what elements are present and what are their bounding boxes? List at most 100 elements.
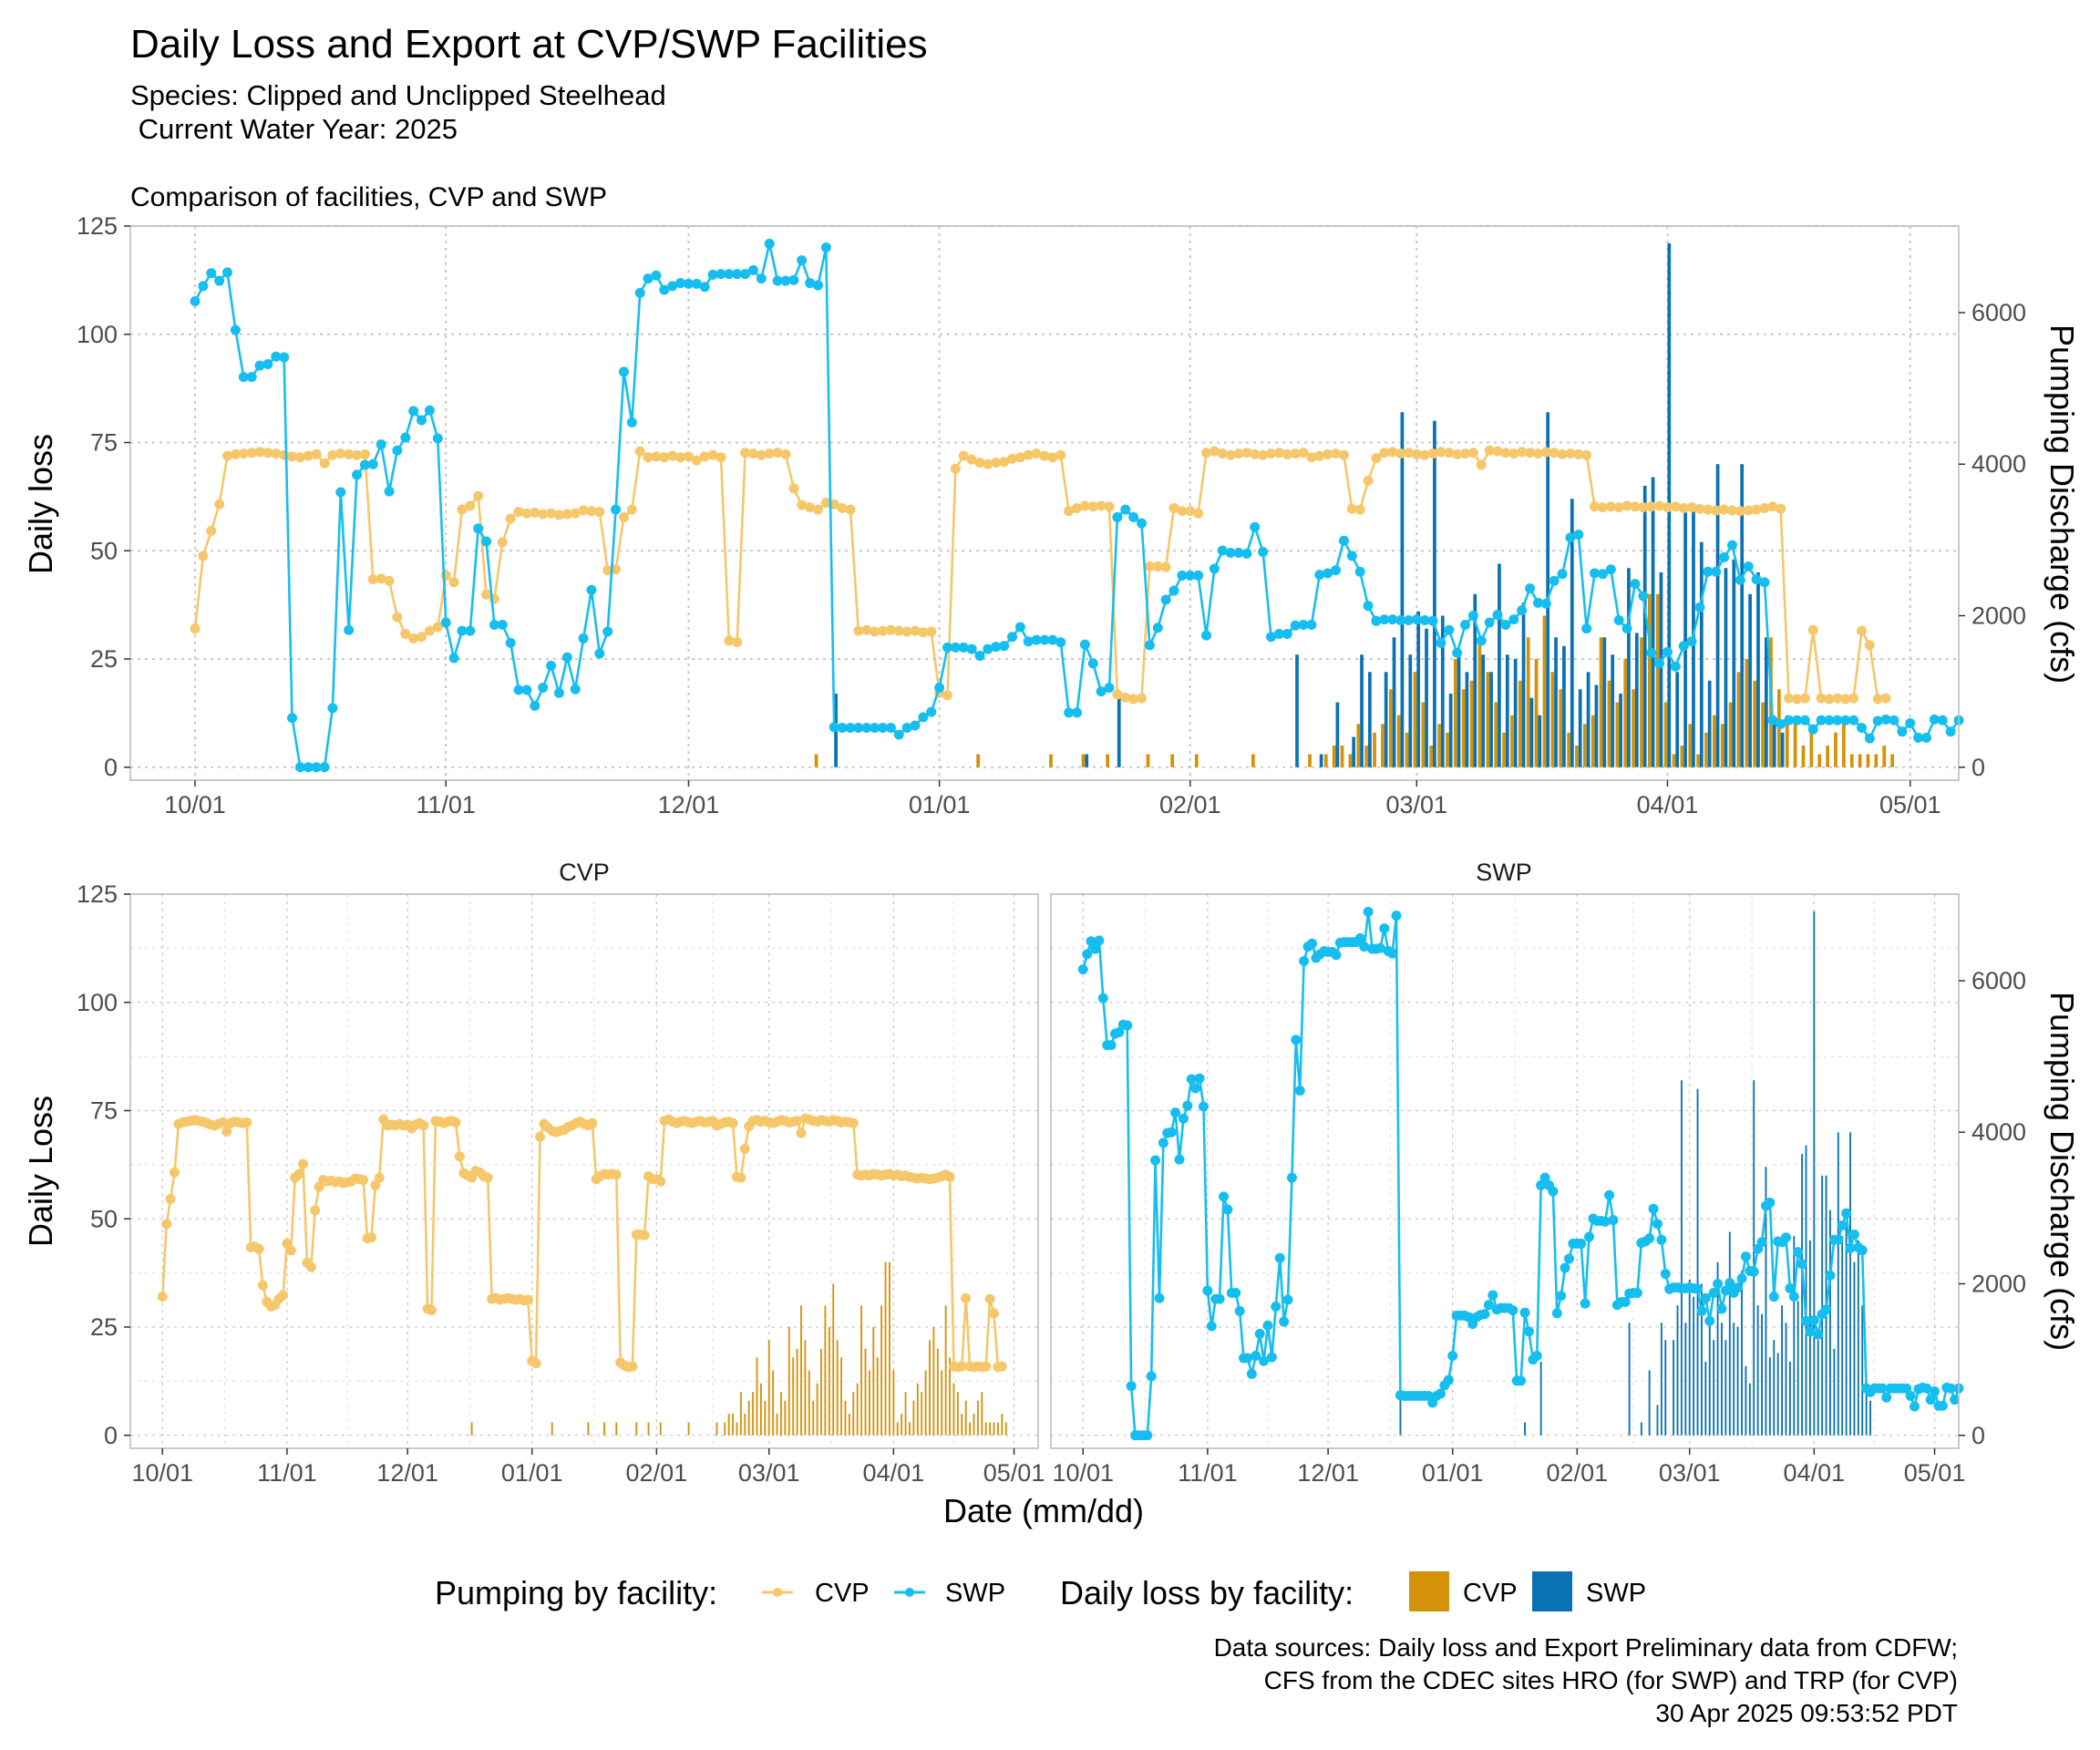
swp-pumping-point — [1720, 1285, 1731, 1296]
cvp-pumping-point — [926, 626, 937, 637]
swp-pumping-point — [319, 762, 330, 773]
swp-pumping-point — [1638, 591, 1649, 602]
x-tick-label: 03/01 — [1659, 1459, 1721, 1487]
cvp-pumping-point — [1638, 502, 1649, 513]
swp-loss-bar — [1578, 689, 1582, 767]
swp-panel: 0 2000 4000 6000 10/01 11/01 12/01 01/01 02/01 03… — [1050, 893, 2026, 1487]
swp-pumping-point — [1897, 726, 1908, 737]
cvp-pumping-point — [530, 1358, 541, 1369]
swp-pumping-point — [392, 445, 403, 456]
swp-loss-bar — [1817, 1340, 1819, 1436]
cvp-loss-bar — [832, 1283, 835, 1436]
swp-pumping-point — [1291, 1035, 1302, 1045]
swp-pumping-point — [1154, 1292, 1165, 1303]
swp-loss-bar — [1554, 637, 1558, 767]
swp-pumping-point — [1233, 547, 1244, 558]
cvp-loss-bar — [1494, 702, 1498, 767]
swp-pumping-point — [999, 641, 1010, 652]
swp-loss-bar — [1524, 1422, 1526, 1436]
cvp-pumping-point — [440, 570, 451, 581]
cvp-pumping-point — [715, 452, 726, 463]
cvp-pumping-point — [374, 1172, 385, 1183]
cvp-loss-bar — [949, 1357, 951, 1436]
cvp-pumping-point — [1403, 448, 1414, 458]
swp-pumping-point — [546, 660, 557, 671]
cvp-loss-bar — [800, 1305, 802, 1436]
swp-pumping-point — [1565, 532, 1576, 543]
swp-pumping-point — [1306, 619, 1317, 630]
swp-pumping-point — [1708, 1287, 1719, 1298]
cvp-loss-bar — [808, 1370, 810, 1436]
cvp-pumping-point — [578, 505, 589, 516]
cvp-pumping-point — [319, 458, 330, 468]
swp-pumping-point — [1006, 632, 1017, 643]
swp-loss-bar — [1841, 1236, 1844, 1436]
swp-pumping-point — [1654, 658, 1665, 669]
cvp-loss-bar — [944, 1305, 947, 1436]
swp-loss-bar — [1416, 611, 1421, 767]
cvp-pumping-point — [358, 1175, 369, 1186]
swp-pumping-point — [1120, 504, 1131, 515]
swp-pumping-point — [1686, 636, 1697, 647]
cvp-loss-bar — [727, 1414, 730, 1436]
swp-loss-bar — [1295, 654, 1299, 767]
swp-loss-bar — [1788, 1362, 1791, 1436]
swp-loss-bar — [1408, 654, 1413, 767]
cvp-pumping-point — [1743, 505, 1754, 516]
cvp-loss-bar — [1486, 672, 1490, 767]
cvp-pumping-point — [497, 537, 508, 548]
swp-pumping-point — [538, 682, 549, 693]
legend-cvp-pumping-point — [773, 1588, 782, 1597]
swp-loss-bar — [1085, 754, 1089, 767]
swp-pumping-point — [1704, 1315, 1715, 1326]
swp-pumping-point — [1584, 1231, 1595, 1242]
cvp-loss-bar — [1421, 702, 1426, 767]
cvp-loss-bar — [1582, 724, 1587, 767]
x-tick-label: 10/01 — [1052, 1459, 1114, 1487]
swp-pumping-point — [618, 366, 629, 377]
swp-pumping-point — [1306, 938, 1317, 949]
y-tick-label: 125 — [77, 212, 118, 240]
swp-pumping-point — [1576, 1238, 1587, 1249]
swp-pumping-point — [497, 619, 508, 630]
cvp-pumping-point — [675, 452, 686, 463]
cvp-loss-bar — [932, 1327, 935, 1436]
swp-pumping-point — [1411, 614, 1422, 625]
swp-loss-bar — [1732, 559, 1736, 767]
cvp-pumping-point — [1209, 446, 1220, 457]
swp-pumping-point — [417, 415, 427, 426]
cvp-pumping-point — [627, 1361, 638, 1372]
swp-pumping-point — [384, 486, 395, 497]
swp-pumping-point — [1560, 1262, 1570, 1273]
cvp-pumping-point — [1379, 448, 1390, 458]
swp-pumping-point — [1186, 1074, 1197, 1085]
swp-pumping-point — [1901, 1383, 1912, 1394]
x-tick-label: 05/01 — [983, 1459, 1045, 1487]
swp-pumping-point — [1600, 1216, 1611, 1227]
swp-pumping-point — [489, 619, 499, 630]
cvp-loss-bar — [976, 1400, 979, 1436]
x-tick-label: 04/01 — [1784, 1459, 1846, 1487]
cvp-pumping-point — [1055, 449, 1066, 460]
swp-pumping-point — [715, 269, 726, 280]
cvp-loss-bar — [1607, 680, 1611, 767]
cvp-pumping-point — [198, 551, 209, 561]
swp-pumping-point — [1387, 614, 1398, 625]
cvp-loss-bar — [732, 1414, 734, 1436]
swp-pumping-point — [707, 269, 718, 280]
swp-pumping-point — [1323, 568, 1333, 579]
cvp-pumping-point — [1686, 502, 1697, 513]
swp-loss-bar — [1773, 1340, 1776, 1436]
cvp-pumping-point — [1517, 447, 1528, 458]
swp-pumping-point — [950, 642, 961, 653]
cvp-pumping-point — [521, 508, 532, 519]
cvp-pumping-point — [1726, 505, 1737, 516]
cvp-pumping-point — [1476, 459, 1487, 470]
cvp-pumping-point — [505, 513, 516, 524]
swp-pumping-point — [1174, 1154, 1185, 1165]
cvp-loss-bar — [912, 1400, 915, 1436]
cvp-loss-bar — [659, 1422, 662, 1436]
swp-pumping-point — [1241, 548, 1252, 559]
swp-pumping-point — [740, 269, 751, 280]
swp-pumping-point — [893, 729, 904, 740]
